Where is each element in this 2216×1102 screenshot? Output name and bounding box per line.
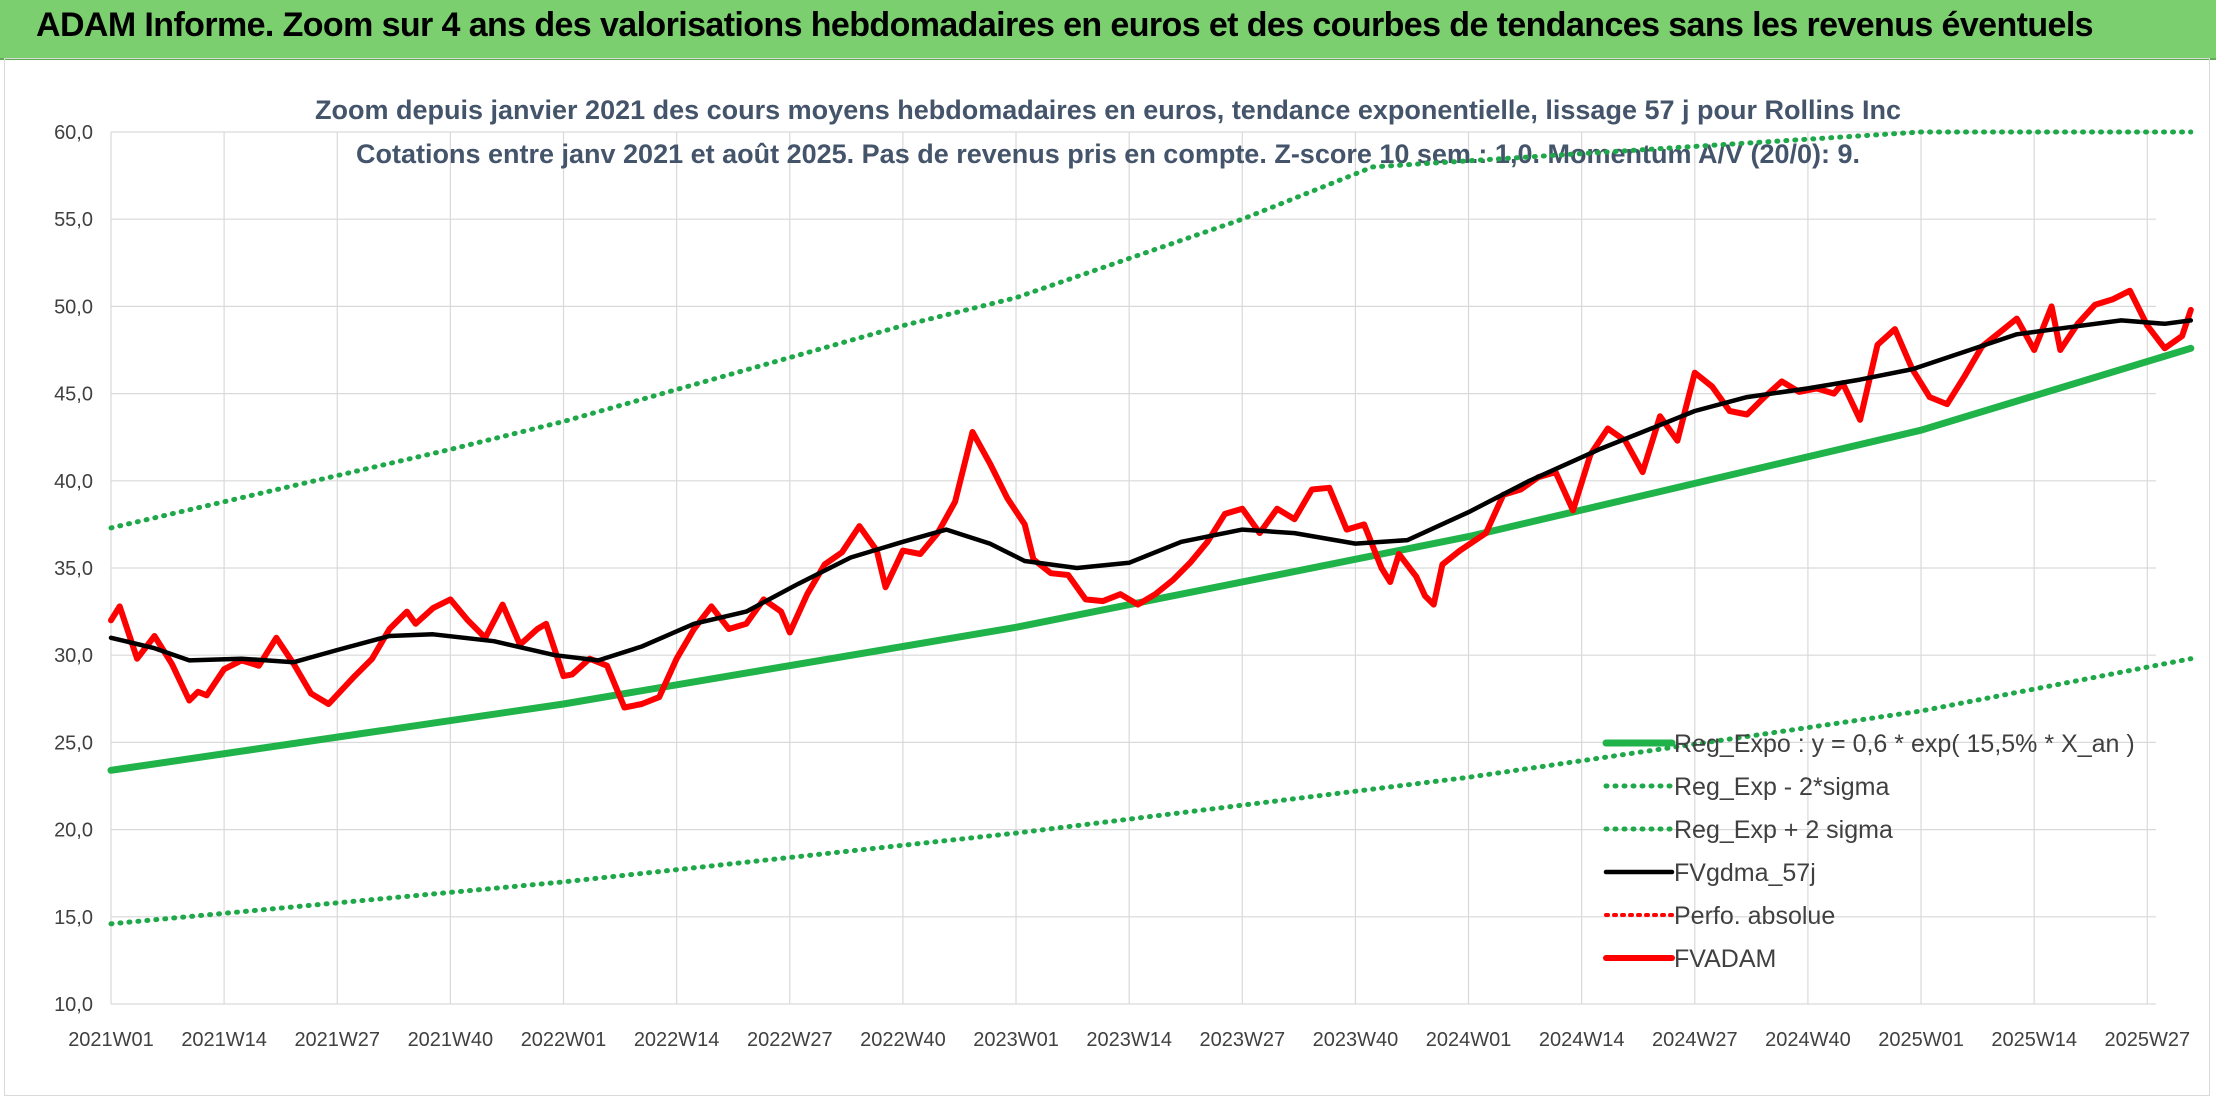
- x-tick-label: 2023W01: [973, 1029, 1059, 1051]
- y-tick-label: 35,0: [54, 558, 93, 580]
- legend-label: Reg_Expo : y = 0,6 * exp( 15,5% * X_an ): [1674, 730, 2135, 758]
- x-tick-label: 2021W27: [294, 1029, 380, 1051]
- legend-label: FVADAM: [1674, 945, 1776, 973]
- x-tick-label: 2022W01: [521, 1029, 607, 1051]
- x-tick-label: 2024W27: [1652, 1029, 1738, 1051]
- x-tick-label: 2023W40: [1313, 1029, 1399, 1051]
- y-tick-label: 30,0: [54, 645, 93, 667]
- chart-title: Zoom depuis janvier 2021 des cours moyen…: [315, 95, 1901, 125]
- chart-frame: [4, 58, 2210, 1096]
- chart-grid: [110, 131, 2156, 1005]
- legend-label: Perfo. absolue: [1674, 902, 1835, 930]
- x-tick-label: 2022W14: [634, 1029, 720, 1051]
- x-tick-label: 2023W27: [1199, 1029, 1285, 1051]
- report-title: ADAM Informe. Zoom sur 4 ans des valoris…: [36, 6, 2094, 44]
- y-tick-label: 40,0: [54, 471, 93, 493]
- x-tick-label: 2021W40: [408, 1029, 494, 1051]
- chart-legend: Reg_Expo : y = 0,6 * exp( 15,5% * X_an )…: [1602, 730, 2135, 973]
- x-tick-label: 2021W01: [68, 1029, 154, 1051]
- y-tick-label: 50,0: [54, 296, 93, 318]
- fvadam-line: [108, 287, 2194, 711]
- y-tick-label: 10,0: [54, 994, 93, 1016]
- x-tick-label: 2025W01: [1878, 1029, 1964, 1051]
- y-tick-label: 25,0: [54, 732, 93, 754]
- legend-label: Reg_Exp + 2 sigma: [1674, 816, 1893, 844]
- x-tick-label: 2023W14: [1086, 1029, 1172, 1051]
- x-tick-label: 2022W27: [747, 1029, 833, 1051]
- report-banner: ADAM Informe. Zoom sur 4 ans des valoris…: [0, 0, 2216, 60]
- y-tick-label: 15,0: [54, 907, 93, 929]
- y-axis: 10,0 15,0 20,0 25,0 30,0 35,0 40,0 45,0 50,0 55,0…: [54, 122, 93, 1016]
- x-tick-label: 2025W27: [2104, 1029, 2190, 1051]
- legend-label: Reg_Exp - 2*sigma: [1674, 773, 1889, 801]
- reg-plus-2sigma-line: [108, 129, 2194, 531]
- chart-series: [107, 129, 2195, 927]
- fvgdma-57j-line: [108, 318, 2194, 665]
- chart-subtitle: Cotations entre janv 2021 et août 2025. …: [356, 139, 1860, 169]
- legend-label: FVgdma_57j: [1674, 859, 1816, 887]
- reg-expo-line: [107, 344, 2195, 774]
- x-tick-label: 2021W14: [181, 1029, 267, 1051]
- y-tick-label: 55,0: [54, 209, 93, 231]
- x-axis: 2021W01 2021W14 2021W27 2021W40 2022W01 2022W…: [68, 1029, 2190, 1051]
- x-tick-label: 2024W01: [1426, 1029, 1512, 1051]
- x-tick-label: 2022W40: [860, 1029, 946, 1051]
- x-tick-label: 2024W40: [1765, 1029, 1851, 1051]
- y-tick-label: 20,0: [54, 820, 93, 842]
- reg-minus-2sigma-line: [108, 656, 2194, 927]
- x-tick-label: 2025W14: [1991, 1029, 2077, 1051]
- y-tick-label: 60,0: [54, 122, 93, 144]
- y-tick-label: 45,0: [54, 384, 93, 406]
- x-tick-label: 2024W14: [1539, 1029, 1625, 1051]
